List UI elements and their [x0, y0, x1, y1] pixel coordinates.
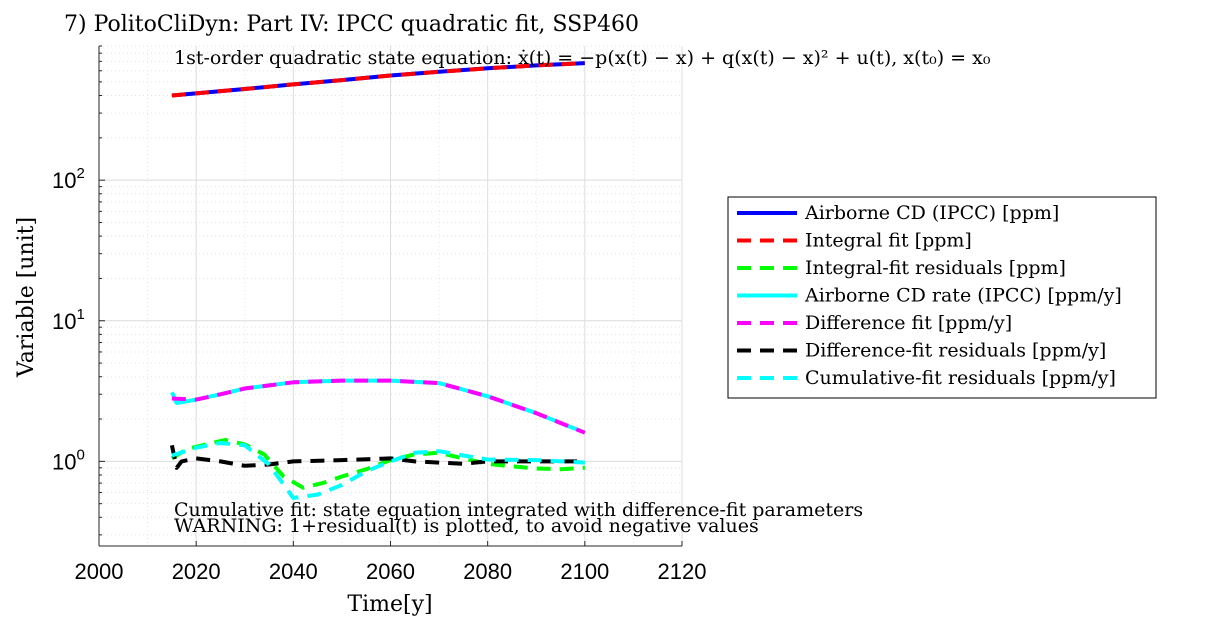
legend-label: Integral fit [ppm]: [805, 230, 972, 252]
legend-label: Airborne CD rate (IPCC) [ppm/y]: [804, 285, 1122, 307]
x-tick-label: 2100: [560, 559, 609, 584]
series-line-7: [171, 441, 585, 500]
y-axis-label: Variable [unit]: [14, 217, 39, 378]
x-tick-label: 2060: [366, 559, 415, 584]
y-tick-label: 101: [52, 306, 85, 334]
x-tick-label: 2000: [75, 559, 124, 584]
x-tick-label: 2040: [269, 559, 318, 584]
y-tick-label: 100: [52, 446, 85, 474]
plot-area: [169, 61, 586, 500]
y-tick-label: 102: [52, 165, 85, 193]
legend-label: Integral-fit residuals [ppm]: [805, 257, 1066, 279]
legend-label: Cumulative-fit residuals [ppm/y]: [805, 367, 1116, 389]
series-line-5: [171, 378, 586, 435]
annotation-cumulative-fit: Cumulative fit: state equation integrate…: [174, 499, 863, 521]
x-axis-label: Time[y]: [347, 592, 432, 617]
x-tick-label: 2020: [172, 559, 221, 584]
legend: Airborne CD (IPCC) [ppm] Integral fit [pp…: [727, 196, 1157, 399]
series-line-2: [171, 61, 585, 98]
legend-box: [727, 196, 1157, 399]
x-tick-label: 2080: [463, 559, 512, 584]
legend-label: Difference fit [ppm/y]: [805, 312, 1012, 334]
chart-title: 7) PolitoCliDyn: Part IV: IPCC quadratic…: [64, 12, 639, 37]
x-tick-label: 2120: [658, 559, 707, 584]
annotation-warning: WARNING: 1+residual(t) is plotted, to av…: [174, 515, 759, 537]
legend-label: Difference-fit residuals [ppm/y]: [805, 340, 1106, 362]
axes: 2000 2020 2040 2060 2080 2100 2120 100 101 102: [52, 45, 707, 584]
legend-label: Airborne CD (IPCC) [ppm]: [804, 202, 1059, 224]
series-line-6: [169, 444, 585, 470]
equation-annotation: 1st-order quadratic state equation: ẋ(t)…: [174, 47, 991, 69]
